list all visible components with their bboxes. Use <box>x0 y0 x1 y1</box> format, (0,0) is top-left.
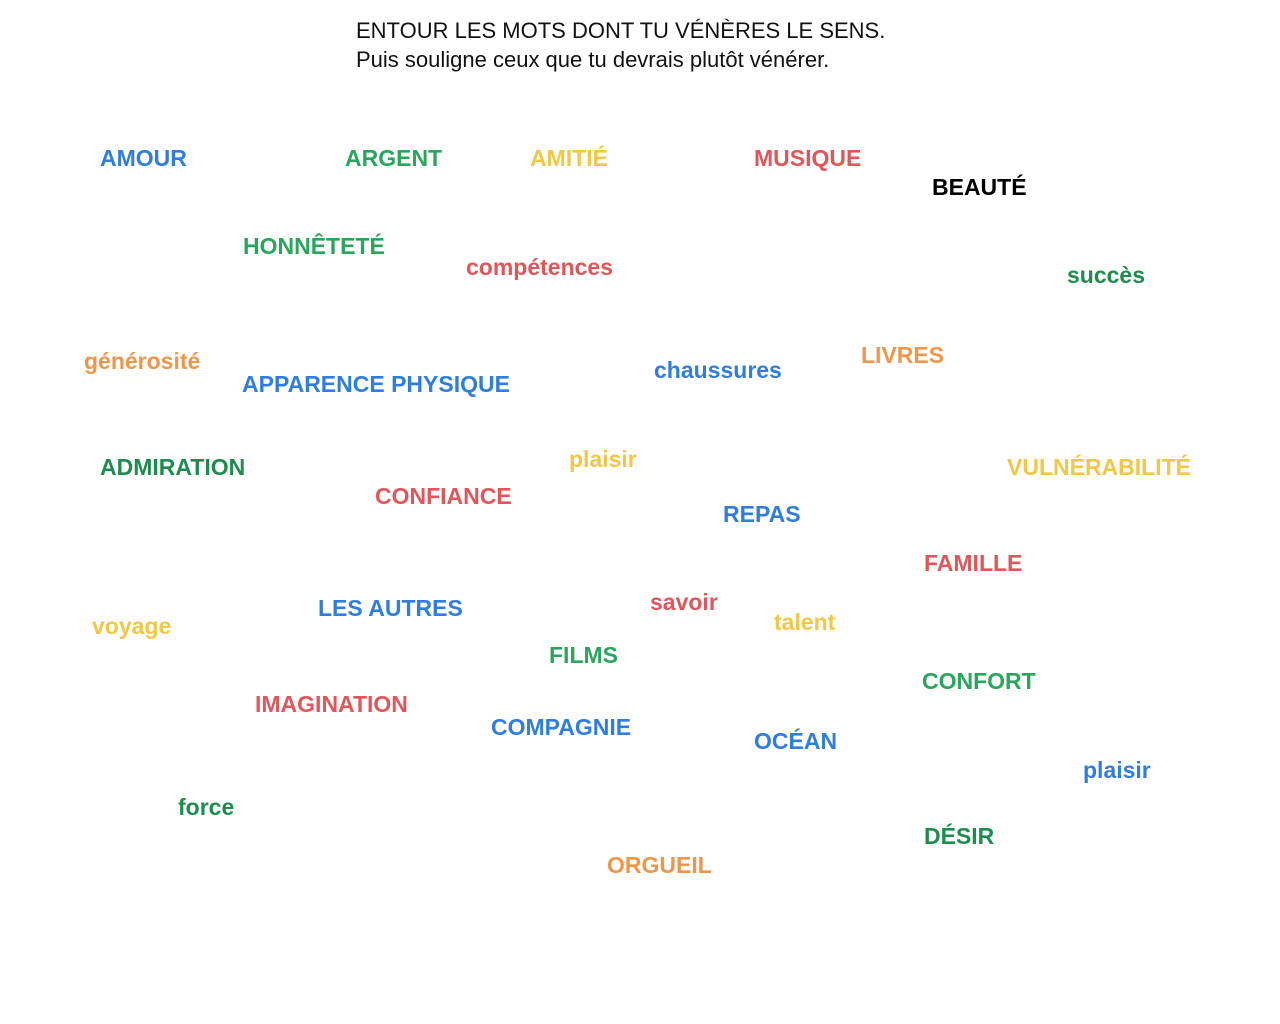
word-imagination[interactable]: IMAGINATION <box>255 691 408 717</box>
word-compagnie[interactable]: COMPAGNIE <box>491 714 632 740</box>
word-generosite[interactable]: générosité <box>84 348 201 374</box>
word-plaisir-blue[interactable]: plaisir <box>1083 757 1151 783</box>
word-admiration[interactable]: ADMIRATION <box>100 454 246 480</box>
word-repas[interactable]: REPAS <box>723 501 801 527</box>
word-les-autres[interactable]: LES AUTRES <box>318 595 463 621</box>
word-films[interactable]: FILMS <box>549 642 618 668</box>
instruction-line-1: ENTOUR LES MOTS DONT TU VÉNÈRES LE SENS. <box>356 18 886 43</box>
word-voyage[interactable]: voyage <box>92 613 172 639</box>
word-confort[interactable]: CONFORT <box>922 668 1036 694</box>
word-competences[interactable]: compétences <box>466 254 614 280</box>
word-ocean[interactable]: OCÉAN <box>754 728 838 754</box>
word-honnetete[interactable]: HONNÊTETÉ <box>243 233 385 259</box>
word-savoir[interactable]: savoir <box>650 589 718 615</box>
word-plaisir-yellow[interactable]: plaisir <box>569 446 637 472</box>
word-desir[interactable]: DÉSIR <box>924 823 995 849</box>
word-amour[interactable]: AMOUR <box>100 145 187 171</box>
word-argent[interactable]: ARGENT <box>345 145 443 171</box>
word-livres[interactable]: LIVRES <box>861 342 945 368</box>
instruction-line-2: Puis souligne ceux que tu devrais plutôt… <box>356 47 830 72</box>
word-beaute[interactable]: BEAUTÉ <box>932 174 1027 200</box>
word-musique[interactable]: MUSIQUE <box>754 145 862 171</box>
word-vulnerabilite[interactable]: VULNÉRABILITÉ <box>1007 454 1191 480</box>
word-confiance[interactable]: CONFIANCE <box>375 483 512 509</box>
word-chaussures[interactable]: chaussures <box>654 357 782 383</box>
word-succes[interactable]: succès <box>1067 262 1146 288</box>
word-famille[interactable]: FAMILLE <box>924 550 1023 576</box>
word-force[interactable]: force <box>178 794 235 820</box>
word-amitie[interactable]: AMITIÉ <box>530 145 608 171</box>
word-apparence-physique[interactable]: APPARENCE PHYSIQUE <box>242 371 510 397</box>
instructions: ENTOUR LES MOTS DONT TU VÉNÈRES LE SENS.… <box>356 16 885 74</box>
word-orgueil[interactable]: ORGUEIL <box>607 852 712 878</box>
word-talent[interactable]: talent <box>774 609 836 635</box>
